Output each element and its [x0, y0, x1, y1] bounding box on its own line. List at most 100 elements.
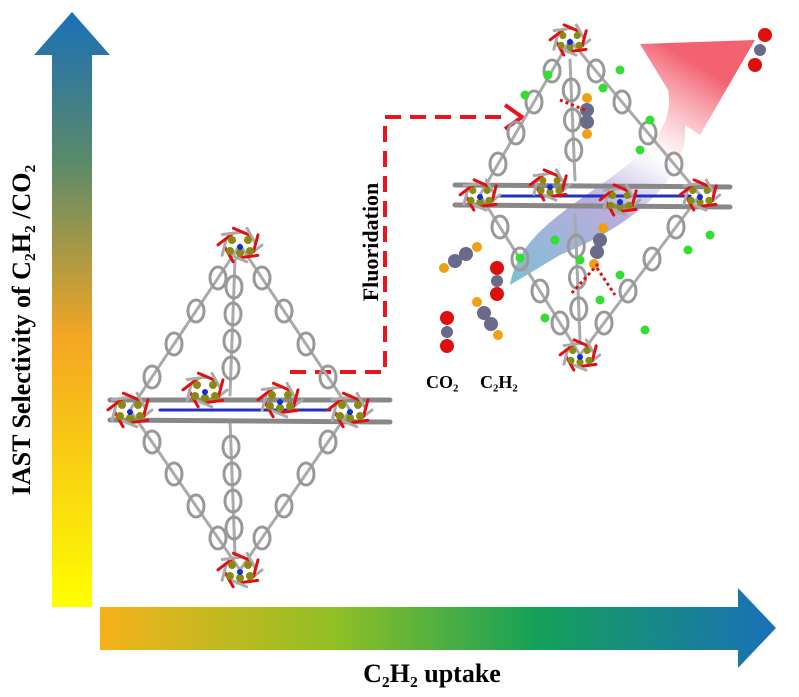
bond: [267, 407, 289, 419]
ring: [530, 278, 550, 304]
ring: [142, 364, 162, 390]
ring: [561, 77, 581, 103]
bond: [231, 551, 253, 563]
bond: [602, 193, 610, 211]
bond: [688, 201, 708, 212]
metal: [469, 186, 477, 195]
ring: [224, 274, 244, 300]
bond: [574, 23, 586, 40]
metal: [228, 236, 236, 244]
bond: [578, 193, 702, 357]
bond: [452, 202, 733, 210]
metal: [286, 402, 294, 410]
fluorine: [595, 295, 605, 305]
fluorine: [615, 65, 625, 75]
ring: [296, 331, 316, 357]
bond: [704, 178, 716, 195]
oxygen: [440, 311, 454, 325]
fluorine: [635, 145, 645, 155]
ring: [664, 151, 684, 177]
bond: [462, 188, 470, 206]
bond: [227, 252, 249, 264]
x-axis-label: C₂H₂ uptake: [363, 659, 501, 688]
ring: [296, 461, 316, 487]
n-atom: [347, 409, 353, 415]
bond: [216, 231, 235, 247]
metal: [346, 414, 354, 422]
metal: [244, 236, 252, 244]
metal: [136, 412, 144, 420]
n-atom: [277, 399, 283, 405]
bond: [260, 385, 285, 392]
carbon: [754, 44, 766, 56]
h-bond: [559, 98, 586, 112]
fluorine: [683, 245, 693, 255]
bond: [330, 402, 338, 422]
bond: [201, 398, 225, 405]
x-arrow: [100, 588, 776, 668]
metal: [338, 401, 346, 409]
bond: [238, 408, 352, 572]
bond: [292, 388, 300, 408]
bond: [128, 408, 242, 572]
bond: [181, 376, 200, 392]
bond: [337, 417, 359, 429]
metal: [266, 402, 274, 410]
bond: [216, 556, 235, 572]
hydrogen: [439, 263, 449, 273]
bond: [220, 237, 228, 257]
metal: [276, 404, 284, 412]
bond: [110, 402, 118, 422]
h-bond: [568, 262, 600, 297]
metal: [268, 391, 276, 399]
metal: [625, 201, 633, 209]
bond: [227, 577, 249, 589]
bond: [196, 371, 218, 383]
carbon: [448, 254, 462, 268]
fluorine: [705, 230, 715, 240]
metal: [356, 412, 364, 420]
carbon: [580, 115, 594, 129]
metal: [539, 176, 547, 185]
metal: [689, 186, 697, 195]
metal: [467, 196, 475, 204]
metal: [485, 196, 493, 204]
metal: [226, 572, 234, 580]
n-atom: [202, 389, 208, 395]
bond: [285, 381, 297, 400]
bond: [220, 230, 245, 237]
bond: [228, 258, 237, 397]
bond: [245, 551, 257, 570]
ring: [186, 298, 206, 324]
curved-arrow: [510, 40, 755, 285]
h-bond: [595, 267, 617, 296]
carbon: [459, 247, 473, 261]
metal: [236, 574, 244, 582]
n-atom: [547, 184, 553, 190]
metal: [209, 381, 217, 389]
metal: [354, 401, 362, 409]
ring: [186, 493, 206, 519]
n-atom: [577, 354, 583, 360]
ring: [208, 265, 228, 291]
bond: [558, 46, 578, 57]
hydrogen: [582, 129, 592, 139]
metal: [616, 203, 624, 211]
bond: [612, 183, 632, 194]
metal: [244, 561, 252, 569]
ring: [142, 429, 162, 455]
metal: [228, 561, 236, 569]
ring: [666, 214, 686, 240]
metal: [559, 31, 567, 40]
bond: [128, 243, 242, 412]
metal: [609, 191, 617, 200]
bond: [238, 243, 352, 412]
ring: [223, 488, 243, 514]
metal: [201, 394, 209, 402]
oxygen: [440, 339, 454, 353]
bond: [110, 395, 135, 402]
fluorine: [550, 235, 560, 245]
ring: [506, 120, 526, 146]
bond: [630, 189, 638, 208]
bond: [554, 168, 566, 185]
